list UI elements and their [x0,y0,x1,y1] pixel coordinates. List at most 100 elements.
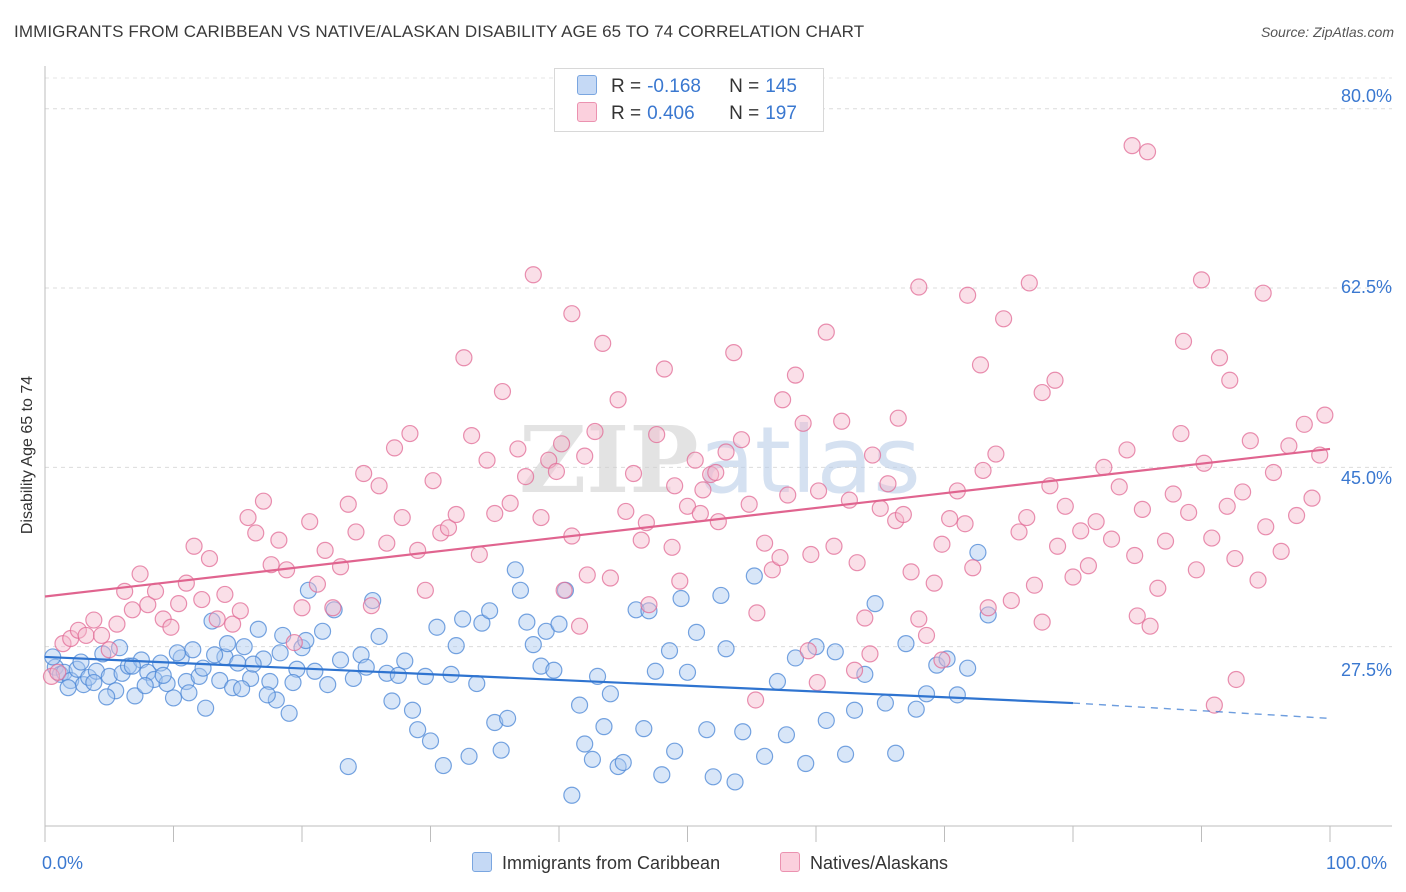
native-point [1205,696,1223,714]
x-tick-label-max: 100.0% [1326,853,1388,873]
caribbean-point [887,744,905,762]
native-point [1254,284,1272,302]
native-point [139,596,157,614]
caribbean-point [164,689,183,707]
native-point [748,604,766,622]
caribbean-point [678,663,697,681]
native-point [1295,415,1313,433]
native-point [586,422,604,441]
native-point [809,482,828,500]
native-point [763,561,781,579]
native-point [640,596,658,614]
native-point [1187,561,1205,579]
native-point [995,310,1013,328]
caribbean-point [107,682,125,700]
caribbean-point [588,667,607,686]
caribbean-point [537,622,555,640]
native-point [833,412,851,430]
caribbean-point [434,756,452,775]
caribbean-point [460,747,478,765]
native-point [576,447,594,465]
caribbean-point [357,658,375,676]
caribbean-point [836,745,855,763]
caribbean-point [211,671,229,690]
caribbean-point [389,666,407,684]
bottom-legend-swatch-natives [780,852,800,872]
caribbean-point [704,768,722,786]
caribbean-point [454,610,472,628]
native-point [691,504,709,523]
native-point [1025,576,1044,594]
caribbean-point [653,766,671,784]
native-point [964,559,982,577]
native-point [786,366,805,384]
native-point [755,534,774,552]
y-tick-label-45: 45.0% [1340,468,1392,488]
caribbean-point [717,640,735,658]
native-point [632,531,650,549]
native-point [455,349,473,367]
native-point [339,495,357,513]
native-point [563,305,581,323]
native-point [1316,406,1334,424]
native-point [771,548,789,567]
caribbean-point [473,614,491,632]
native-point [671,572,689,590]
y-tick-label-62-5: 62.5% [1340,277,1392,297]
chart-title: IMMIGRANTS FROM CARIBBEAN VS NATIVE/ALAS… [14,22,865,41]
caribbean-point [258,686,276,704]
native-point [1192,271,1211,289]
native-point [285,633,303,652]
caribbean-point [959,659,977,677]
native-point [447,505,465,524]
native-point [1280,437,1298,455]
native-point [1010,523,1028,541]
native-point [254,492,273,510]
bottom-legend-natives: Natives/Alaskans [780,852,948,874]
caribbean-point [158,674,176,693]
caribbean-point [229,654,247,672]
native-point [1123,137,1141,155]
native-point [424,472,442,490]
caribbean-point [421,732,440,750]
caribbean-point [646,662,664,680]
caribbean-point [136,677,154,695]
caribbean-point [807,638,825,656]
native-point [547,462,566,481]
native-point [933,535,951,553]
caribbean-point [233,680,251,698]
native-point [1221,371,1239,389]
caribbean-point [339,757,357,776]
caribbean-point [687,623,706,641]
native-point [678,497,697,515]
native-point [1128,607,1146,625]
caribbean-point [486,713,504,732]
native-point [1249,571,1267,589]
caribbean-point [98,688,116,706]
native-point [301,513,319,531]
caribbean-point [271,644,289,662]
native-point [617,502,635,521]
native-point [393,508,411,527]
native-point [262,556,280,574]
native-point [1164,485,1182,503]
native-point [1264,463,1283,482]
caribbean-point [524,636,542,654]
caribbean-point [261,672,279,691]
native-point [1102,530,1121,548]
native-point [917,626,936,645]
native-point [861,645,879,663]
native-point [666,477,684,495]
caribbean-point [907,700,925,718]
native-point [1018,508,1036,527]
native-point [802,545,820,564]
caribbean-point [734,723,752,741]
caribbean-point [768,672,787,691]
native-point [740,495,758,513]
native-point [308,575,327,593]
caribbean-point [244,655,262,673]
native-point [1149,579,1167,597]
legend-n-label: N = [729,103,760,124]
caribbean-point [532,657,550,675]
native-point [1272,542,1290,560]
